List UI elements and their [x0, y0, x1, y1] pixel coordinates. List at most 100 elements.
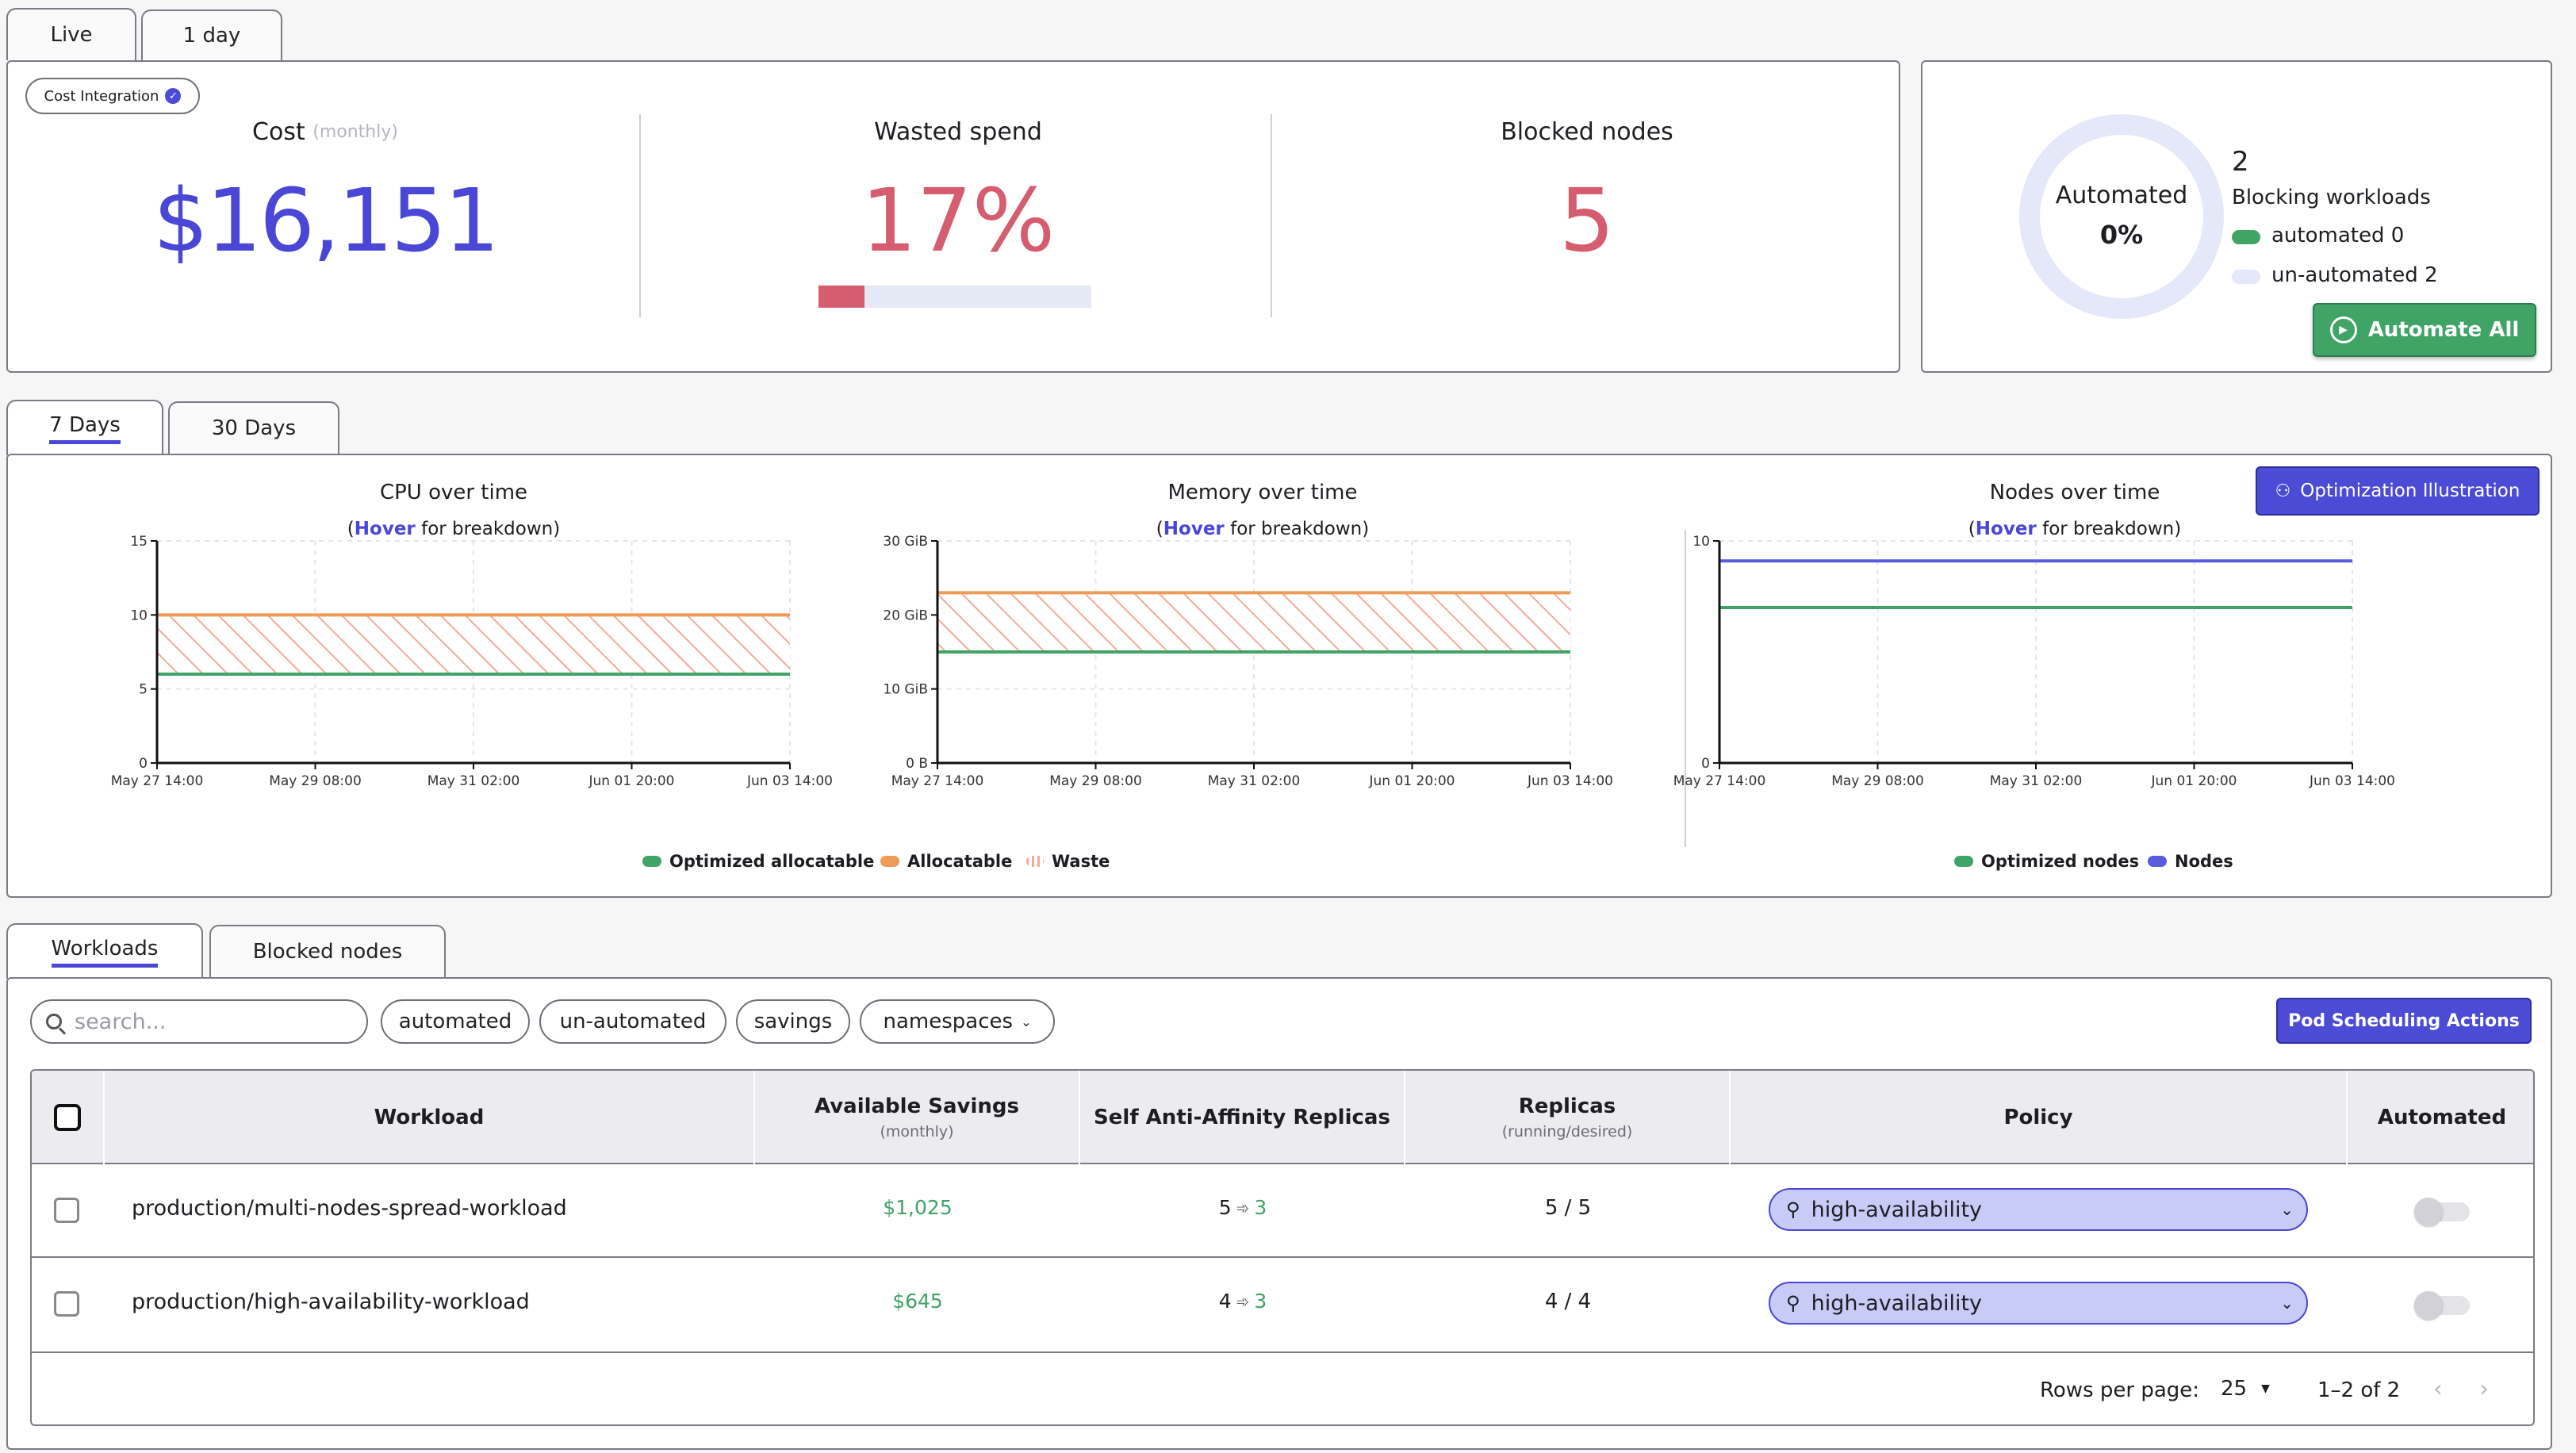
x-tick-label: Jun 03 14:00 — [1527, 773, 1613, 789]
select-all-checkbox[interactable] — [54, 1104, 81, 1131]
filter-savings[interactable]: savings — [736, 999, 850, 1044]
tab-7-days-label: 7 Days — [49, 413, 121, 444]
legend-optimized-allocatable: Optimized allocatable — [642, 852, 874, 871]
workload-name[interactable]: production/high-availability-workload — [132, 1290, 530, 1314]
optimization-illustration-button[interactable]: ⚇ Optimization Illustration — [2256, 466, 2540, 516]
row-checkbox[interactable] — [54, 1291, 79, 1317]
wasted-progress-bar — [818, 286, 1091, 308]
next-page-icon[interactable]: › — [2479, 1375, 2489, 1403]
x-tick-label: Jun 01 20:00 — [588, 773, 675, 789]
anti-from: 5 — [1218, 1196, 1232, 1219]
header-label: Policy — [2003, 1106, 2073, 1129]
header-anti-affinity[interactable]: Self Anti-Affinity Replicas — [1080, 1071, 1405, 1164]
row-checkbox[interactable] — [54, 1198, 79, 1223]
y-tick-label: 10 GiB — [883, 682, 928, 698]
waste-area — [157, 615, 790, 674]
tab-30-days[interactable]: 30 Days — [168, 401, 339, 454]
divider — [1271, 114, 1272, 317]
automate-all-label: Automate All — [2367, 318, 2520, 342]
x-tick-label: May 29 08:00 — [1831, 773, 1924, 789]
y-tick-label: 5 — [139, 682, 148, 698]
header-select-cell — [32, 1071, 105, 1164]
anti-to: 3 — [1254, 1290, 1267, 1313]
pod-scheduling-label: Pod Scheduling Actions — [2288, 1010, 2520, 1031]
donut-value: 0% — [2099, 220, 2144, 250]
filter-label: un-automated — [559, 1010, 707, 1033]
cost-integration-chip[interactable]: Cost Integration ✓ — [25, 78, 200, 114]
legend-allocatable: Allocatable — [880, 852, 1012, 871]
header-savings[interactable]: Available Savings (monthly) — [755, 1071, 1080, 1164]
prev-page-icon[interactable]: ‹ — [2433, 1375, 2443, 1403]
workloads-panel: search... automated un-automated savings… — [6, 977, 2552, 1450]
blocked-label: Blocked nodes — [1501, 117, 1673, 146]
optimization-illustration-label: Optimization Illustration — [2300, 481, 2520, 501]
waste-area — [937, 592, 1570, 652]
legend-swatch — [642, 856, 661, 867]
x-tick-label: Jun 03 14:00 — [2309, 773, 2395, 789]
tab-live[interactable]: Live — [6, 8, 136, 60]
pod-scheduling-actions-button[interactable]: Pod Scheduling Actions — [2276, 998, 2532, 1044]
anti-from: 4 — [1218, 1290, 1232, 1313]
search-input[interactable]: search... — [30, 999, 368, 1044]
header-label: Workload — [374, 1106, 485, 1129]
rows-per-page-value: 25 — [2221, 1377, 2248, 1401]
policy-value: high-availability — [1811, 1290, 1983, 1316]
table-row[interactable]: production/high-availability-workload $6… — [32, 1258, 2533, 1353]
header-workload[interactable]: Workload — [105, 1071, 755, 1164]
header-automated[interactable]: Automated — [2348, 1071, 2533, 1164]
filter-un-automated[interactable]: un-automated — [539, 999, 726, 1044]
automated-toggle[interactable] — [2414, 1198, 2470, 1226]
hover-word: Hover — [1163, 519, 1225, 539]
chevron-down-icon: ⌄ — [2280, 1200, 2294, 1219]
table-row[interactable]: production/multi-nodes-spread-workload $… — [32, 1164, 2533, 1258]
tab-blocked-nodes[interactable]: Blocked nodes — [209, 925, 446, 977]
header-label: Replicas — [1518, 1095, 1616, 1118]
cost-integration-label: Cost Integration — [44, 87, 159, 105]
cpu-chart-title: CPU over time — [379, 481, 528, 504]
legend-swatch — [2148, 856, 2167, 867]
divider — [1685, 530, 1686, 847]
y-tick-label: 20 GiB — [883, 608, 928, 623]
policy-select[interactable]: ⚲ high-availability ⌄ — [1769, 1282, 2308, 1325]
filter-automated[interactable]: automated — [381, 999, 530, 1044]
legend-nodes: Nodes — [2148, 852, 2233, 871]
hover-word: Hover — [1975, 519, 2037, 539]
filter-label: namespaces — [883, 1010, 1014, 1033]
filter-namespaces[interactable]: namespaces ⌄ — [860, 999, 1055, 1044]
y-tick-label: 0 B — [906, 756, 928, 772]
pagination-range: 1–2 of 2 — [2317, 1378, 2401, 1402]
hover-rest: for breakdown) — [421, 519, 561, 539]
automate-all-button[interactable]: ▶ Automate All — [2313, 303, 2536, 357]
stats-panel: Cost Integration ✓ Cost (monthly) $16,15… — [6, 60, 1900, 373]
memory-hover-hint: (Hover for breakdown) — [1156, 519, 1370, 539]
automated-toggle[interactable] — [2414, 1291, 2470, 1320]
header-policy[interactable]: Policy — [1731, 1071, 2348, 1164]
tab-workloads[interactable]: Workloads — [6, 923, 203, 979]
x-tick-label: May 27 14:00 — [1673, 773, 1766, 789]
y-tick-label: 0 — [139, 756, 148, 772]
rows-per-page-select[interactable]: 25 ▼ — [2221, 1377, 2270, 1401]
x-tick-label: May 31 02:00 — [1990, 773, 2083, 789]
header-replicas[interactable]: Replicas (running/desired) — [1405, 1071, 1731, 1164]
y-tick-label: 0 — [1701, 756, 1710, 772]
wasted-value: 17% — [861, 170, 1056, 271]
x-tick-label: May 29 08:00 — [269, 773, 362, 789]
verified-check-icon: ✓ — [165, 88, 182, 104]
header-sublabel: (monthly) — [880, 1123, 954, 1141]
blocked-value: 5 — [1559, 170, 1615, 271]
tab-1-day-label: 1 day — [182, 24, 241, 48]
policy-select[interactable]: ⚲ high-availability ⌄ — [1769, 1188, 2308, 1231]
legend-swatch — [1954, 856, 1973, 867]
tab-7-days[interactable]: 7 Days — [6, 400, 163, 455]
cost-label: Cost — [252, 117, 305, 146]
memory-chart-title: Memory over time — [1167, 481, 1358, 504]
tab-1-day[interactable]: 1 day — [141, 10, 282, 60]
wasted-label: Wasted spend — [874, 117, 1042, 146]
nodes-hover-hint: (Hover for breakdown) — [1968, 519, 2182, 539]
header-label: Available Savings — [815, 1095, 1019, 1118]
hover-rest: for breakdown) — [2042, 519, 2182, 539]
cost-suffix: (monthly) — [312, 121, 398, 142]
header-label: Automated — [2377, 1106, 2507, 1129]
workload-name[interactable]: production/multi-nodes-spread-workload — [132, 1196, 567, 1221]
magic-wand-icon: ⚲ — [1786, 1292, 1800, 1314]
